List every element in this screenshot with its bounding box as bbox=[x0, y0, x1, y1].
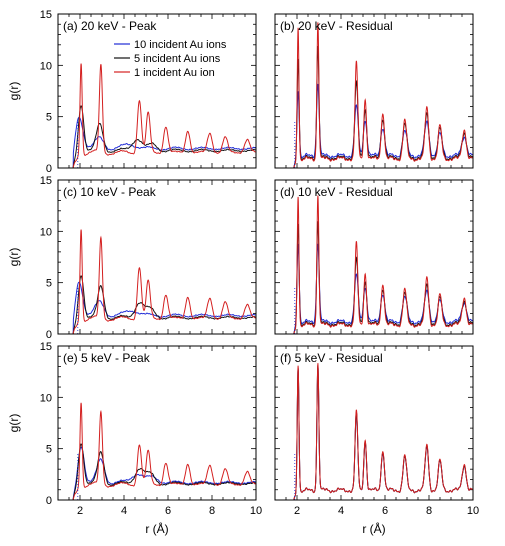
plot-frame bbox=[274, 345, 474, 501]
plot-frame bbox=[274, 13, 474, 169]
y-tick-label: 0 bbox=[46, 163, 52, 175]
panel-d-series bbox=[275, 195, 473, 334]
plot-frame bbox=[57, 179, 257, 335]
y-tick-label: 5 bbox=[46, 444, 52, 456]
series-line-2 bbox=[275, 365, 473, 500]
series-line-1 bbox=[275, 243, 473, 334]
series-line-1 bbox=[275, 366, 473, 500]
plot-frame bbox=[274, 179, 474, 335]
y-axis-label: g(r) bbox=[7, 414, 21, 433]
y-tick-label: 10 bbox=[40, 60, 52, 72]
y-tick-label: 10 bbox=[40, 392, 52, 404]
x-tick-label: 4 bbox=[338, 505, 344, 517]
panel-a-series bbox=[58, 63, 256, 168]
panel-title: (c) 10 keV - Peak bbox=[63, 185, 157, 199]
series-line-3 bbox=[58, 229, 256, 334]
panel-e-ticks bbox=[57, 345, 257, 501]
x-tick-label: 10 bbox=[250, 505, 262, 517]
y-tick-label: 15 bbox=[40, 175, 52, 187]
panel-b: (b) 20 keV - Residual bbox=[274, 13, 474, 169]
series-line-3 bbox=[275, 22, 473, 168]
series-line-1 bbox=[275, 83, 473, 168]
legend-label: 1 incident Au ion bbox=[134, 67, 215, 79]
y-tick-label: 10 bbox=[40, 226, 52, 238]
panel-f-ticks bbox=[274, 345, 474, 501]
panels-layer: (a) 20 keV - Peak 0 5 10 15 g(r) 10 incident A… bbox=[7, 9, 479, 536]
series-line-1 bbox=[58, 117, 256, 168]
series-line-2 bbox=[275, 45, 473, 168]
x-axis-label: r (Å) bbox=[145, 521, 168, 536]
panel-title: (d) 10 keV - Residual bbox=[280, 185, 393, 199]
legend: 10 incident Au ions 5 incident Au ions 1 i… bbox=[114, 39, 227, 79]
x-axis-label: r (Å) bbox=[362, 521, 385, 536]
series-line-3 bbox=[58, 402, 256, 500]
y-axis-label: g(r) bbox=[7, 248, 21, 267]
x-tick-label: 8 bbox=[426, 505, 432, 517]
series-line-3 bbox=[275, 363, 473, 500]
panel-title: (b) 20 keV - Residual bbox=[280, 19, 393, 33]
series-line-1 bbox=[58, 281, 256, 334]
x-tick-label: 2 bbox=[77, 505, 83, 517]
panel-f: (f) 5 keV - Residual 2 4 6 8 10 r (Å) bbox=[274, 345, 479, 536]
y-axis-label: g(r) bbox=[7, 82, 21, 101]
series-line-2 bbox=[58, 443, 256, 500]
x-tick-label: 10 bbox=[467, 505, 479, 517]
plot-frame bbox=[57, 345, 257, 501]
panel-b-series bbox=[275, 22, 473, 168]
series-line-2 bbox=[58, 105, 256, 168]
panel-title: (a) 20 keV - Peak bbox=[63, 19, 157, 33]
plot-frame bbox=[57, 13, 257, 169]
y-tick-label: 0 bbox=[46, 329, 52, 341]
y-tick-label: 5 bbox=[46, 112, 52, 124]
panel-c: (c) 10 keV - Peak 0 5 10 15 g(r) bbox=[7, 175, 257, 341]
panel-e: (e) 5 keV - Peak 0 5 10 15 g(r) 2 4 6 8 10 r (Å) bbox=[7, 341, 262, 536]
legend-label: 10 incident Au ions bbox=[134, 39, 227, 51]
x-tick-label: 6 bbox=[165, 505, 171, 517]
series-line-2 bbox=[275, 221, 473, 334]
panel-c-series bbox=[58, 229, 256, 334]
panel-title: (e) 5 keV - Peak bbox=[63, 351, 151, 365]
panel-b-ticks bbox=[274, 13, 474, 169]
y-tick-label: 15 bbox=[40, 341, 52, 353]
panel-title: (f) 5 keV - Residual bbox=[280, 351, 383, 365]
series-line-2 bbox=[58, 275, 256, 334]
series-line-1 bbox=[58, 446, 256, 500]
panel-a-ticks bbox=[57, 13, 257, 169]
x-tick-label: 2 bbox=[294, 505, 300, 517]
panel-c-ticks bbox=[57, 179, 257, 335]
panel-d: (d) 10 keV - Residual bbox=[274, 179, 474, 335]
panel-f-series bbox=[275, 363, 473, 500]
panel-a: (a) 20 keV - Peak 0 5 10 15 g(r) 10 incident A… bbox=[7, 9, 257, 175]
panel-e-series bbox=[58, 402, 256, 500]
series-line-3 bbox=[58, 63, 256, 168]
y-tick-label: 15 bbox=[40, 9, 52, 21]
x-tick-label: 6 bbox=[382, 505, 388, 517]
panel-d-ticks bbox=[274, 179, 474, 335]
y-tick-label: 0 bbox=[46, 495, 52, 507]
x-tick-label: 4 bbox=[121, 505, 127, 517]
x-tick-label: 8 bbox=[209, 505, 215, 517]
series-line-3 bbox=[275, 195, 473, 334]
legend-label: 5 incident Au ions bbox=[134, 53, 221, 65]
y-tick-label: 5 bbox=[46, 278, 52, 290]
